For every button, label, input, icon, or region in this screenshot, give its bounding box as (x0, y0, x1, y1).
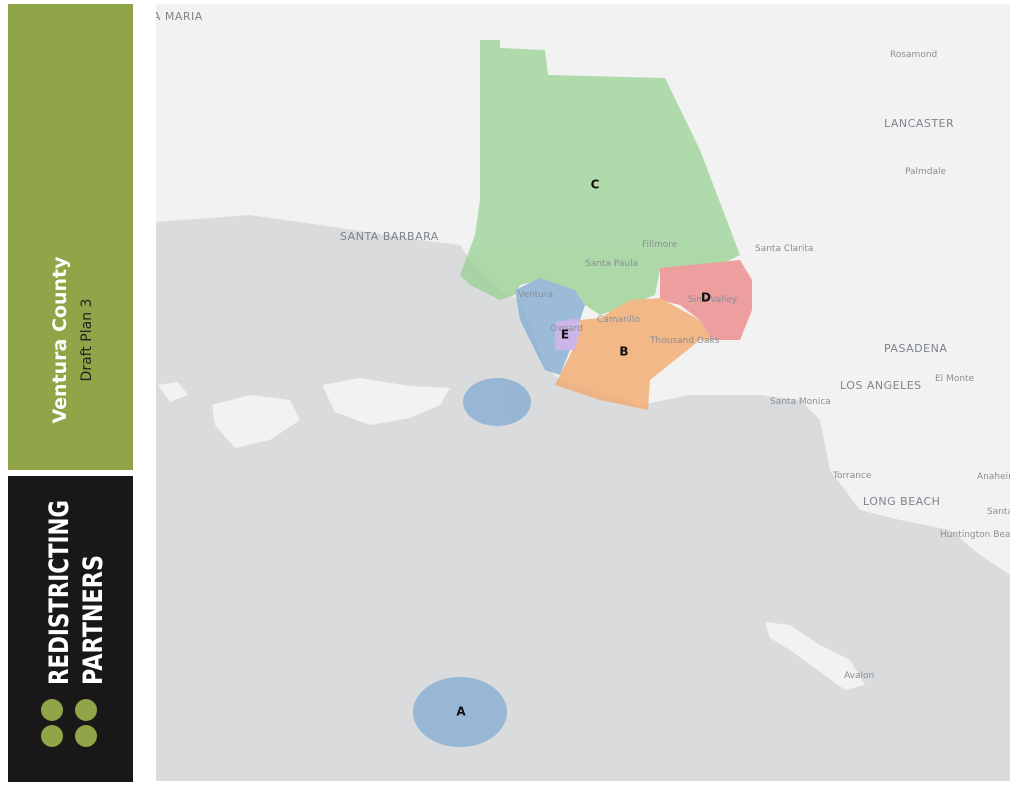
district-label: C (591, 178, 600, 192)
place-label: Simi Valley (688, 295, 738, 305)
place-label: Torrance (832, 471, 872, 481)
place-label: SANTA BARBARA (340, 230, 439, 243)
place-label: Santa Paula (585, 259, 638, 269)
sidebar-band (8, 4, 133, 470)
place-label: Santa Monica (770, 397, 831, 407)
place-labels: SANTA MARIA Rosamond LANCASTER Palmdale … (122, 10, 1024, 681)
island (322, 378, 450, 425)
place-label: Anaheim (977, 472, 1017, 482)
place-label: Rosamond (890, 50, 937, 60)
map-title: Ventura County (49, 256, 71, 424)
district-a (463, 378, 531, 426)
district-a (515, 278, 585, 375)
logo-text: PARTNERS (78, 555, 109, 685)
place-label: Palmdale (905, 167, 947, 177)
island (765, 622, 865, 690)
logo-text: REDISTRICTING (44, 500, 75, 685)
district-d (660, 260, 752, 340)
district-label: E (561, 328, 569, 342)
place-label: Thousand Oaks (649, 336, 720, 346)
logo-band (8, 476, 133, 782)
place-label: Oxnard (550, 324, 583, 334)
place-label: LANCASTER (884, 117, 954, 130)
place-label: Camarillo (597, 315, 640, 325)
place-label: Huntington Beach (940, 530, 1021, 540)
place-label: LONG BEACH (863, 495, 940, 508)
island (158, 382, 188, 402)
island (212, 395, 300, 448)
logo-icons (41, 699, 97, 747)
map-subtitle: Draft Plan 3 (79, 299, 95, 382)
map: SANTA MARIA Rosamond LANCASTER Palmdale … (122, 4, 1024, 781)
place-label: LOS ANGELES (840, 379, 922, 392)
place-label: PASADENA (884, 342, 947, 355)
district-b (555, 298, 712, 410)
place-label: Fillmore (642, 240, 678, 250)
district-label: D (701, 291, 711, 305)
district-c (460, 40, 740, 315)
district-label: A (456, 705, 466, 719)
district-e (555, 318, 580, 350)
place-label: El Monte (935, 374, 975, 384)
district-label: B (619, 345, 628, 359)
place-label: SANTA MARIA (122, 10, 203, 23)
district-a (413, 677, 507, 747)
place-label: Avalon (844, 671, 874, 681)
place-label: Ventura (518, 290, 553, 300)
place-label: Santa Clarita (755, 244, 813, 254)
place-label: Santa Ana (987, 507, 1024, 517)
